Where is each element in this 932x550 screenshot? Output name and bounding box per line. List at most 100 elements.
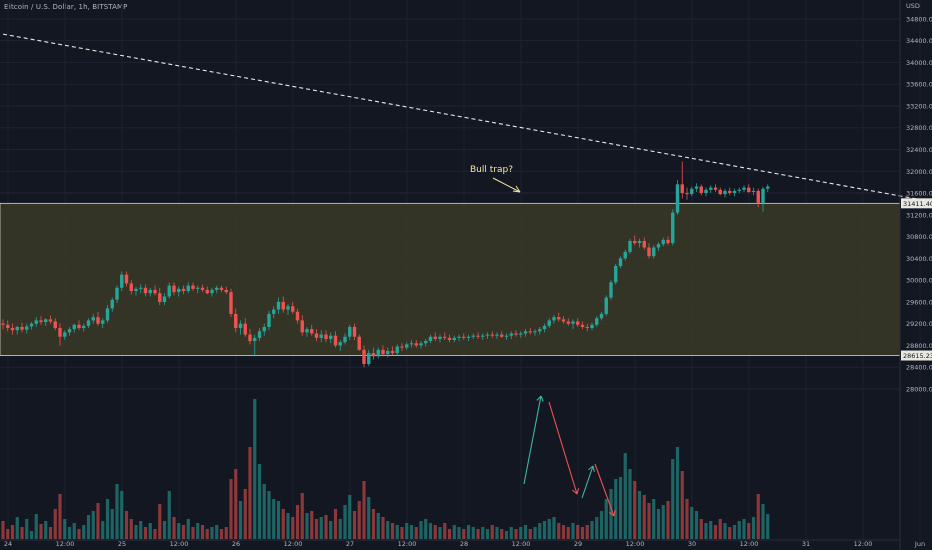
candle-body bbox=[162, 296, 167, 302]
candle-body bbox=[585, 326, 589, 329]
price-tick-label: 32800.00 bbox=[906, 124, 932, 132]
volume-bar bbox=[538, 523, 542, 539]
volume-bar bbox=[96, 503, 100, 539]
candle-body bbox=[428, 336, 433, 342]
volume-bar bbox=[766, 514, 770, 539]
volume-bar bbox=[143, 527, 148, 539]
volume-bar bbox=[6, 529, 10, 539]
price-tick-label: 34800.00 bbox=[906, 15, 932, 23]
price-tick-label: 34000.00 bbox=[906, 59, 932, 67]
candle-body bbox=[63, 332, 67, 337]
volume-down-arrow-2-head bbox=[608, 510, 616, 517]
candle-body bbox=[642, 240, 646, 248]
volume-bar bbox=[276, 501, 281, 539]
volume-bar bbox=[281, 509, 285, 539]
candle-body bbox=[15, 326, 19, 331]
volume-bar bbox=[599, 511, 604, 539]
volume-bar bbox=[405, 523, 409, 539]
volume-bar bbox=[557, 523, 561, 539]
chart-title: Bitcoin / U.S. Dollar, 1h, BITSTAMP bbox=[4, 3, 128, 11]
volume-bar bbox=[262, 484, 266, 539]
candle-body bbox=[58, 328, 62, 337]
zone-rectangle bbox=[0, 202, 901, 356]
candle-body bbox=[761, 188, 765, 203]
volume-bar bbox=[172, 517, 176, 539]
candle-body bbox=[324, 334, 328, 339]
volume-bar bbox=[642, 495, 646, 539]
candle-body bbox=[329, 335, 333, 339]
price-tick-label: 31200.00 bbox=[906, 211, 932, 219]
volume-bar bbox=[400, 527, 404, 539]
price-tick-label: 31600.00 bbox=[906, 190, 932, 198]
candle-body bbox=[253, 337, 257, 342]
candle-body bbox=[134, 288, 138, 292]
candle-body bbox=[652, 247, 656, 257]
candle-body bbox=[224, 289, 228, 293]
volume-bar bbox=[291, 517, 295, 539]
candle-body bbox=[699, 186, 703, 194]
volume-bar bbox=[91, 511, 95, 539]
volume-bar bbox=[272, 499, 276, 539]
volume-bar bbox=[390, 523, 395, 539]
candle-body bbox=[666, 239, 670, 244]
candle-body bbox=[604, 297, 608, 314]
volume-bar bbox=[656, 509, 661, 539]
candle-body bbox=[272, 309, 276, 314]
volume-bar bbox=[452, 525, 456, 539]
candle-body bbox=[371, 353, 376, 357]
candle-body bbox=[153, 289, 157, 294]
candle-body bbox=[82, 325, 86, 329]
candle-body bbox=[186, 285, 190, 292]
volume-bar bbox=[63, 519, 67, 539]
volume-bar bbox=[490, 525, 494, 539]
candle-body bbox=[110, 299, 114, 309]
candle-body bbox=[248, 334, 252, 342]
support-zone bbox=[0, 202, 901, 356]
time-tick-label: 26 bbox=[232, 540, 240, 548]
candle-body bbox=[314, 333, 319, 338]
volume-bar bbox=[86, 515, 91, 539]
candle-body bbox=[409, 343, 414, 345]
volume-bar bbox=[352, 511, 357, 539]
volume-bar bbox=[110, 509, 114, 539]
volume-bar bbox=[357, 501, 361, 539]
volume-bar bbox=[457, 527, 461, 539]
candle-body bbox=[300, 320, 304, 333]
price-tick-label: 32000.00 bbox=[906, 168, 932, 176]
volume-bar bbox=[44, 521, 48, 539]
volume-bar bbox=[533, 527, 537, 539]
volume-bar bbox=[167, 491, 171, 539]
volume-bar bbox=[196, 523, 200, 539]
candle-body bbox=[452, 337, 456, 341]
volume-bar bbox=[25, 519, 29, 539]
candle-body bbox=[637, 240, 642, 244]
candle-body bbox=[158, 293, 162, 302]
volume-bar bbox=[428, 523, 433, 539]
volume-bar bbox=[329, 521, 333, 539]
candle-body bbox=[362, 349, 366, 364]
candle-body bbox=[680, 184, 684, 194]
volume-bar bbox=[666, 501, 670, 539]
candle-body bbox=[747, 187, 751, 192]
candle-body bbox=[143, 287, 148, 294]
candle-body bbox=[523, 331, 528, 334]
volume-bar bbox=[509, 527, 513, 539]
candle-body bbox=[77, 324, 81, 329]
candle-body bbox=[438, 336, 442, 339]
candle-body bbox=[53, 321, 57, 329]
volume-bar bbox=[248, 447, 252, 539]
volume-bar bbox=[215, 525, 219, 539]
volume-bar bbox=[338, 519, 342, 539]
candle-body bbox=[623, 251, 627, 259]
candle-body bbox=[25, 326, 29, 330]
candle-body bbox=[67, 329, 72, 333]
volume-bar bbox=[1, 521, 5, 539]
candle-body bbox=[390, 350, 395, 354]
volume-bar bbox=[224, 527, 228, 539]
price-tick-label: 28400.00 bbox=[906, 364, 932, 372]
candle-body bbox=[481, 335, 485, 337]
time-axis: 24 12:00 25 12:00 26 12:00 27 12:00 28 12:00 29 12:… bbox=[0, 539, 925, 548]
volume-bar bbox=[523, 525, 528, 539]
candle-body bbox=[91, 317, 95, 321]
